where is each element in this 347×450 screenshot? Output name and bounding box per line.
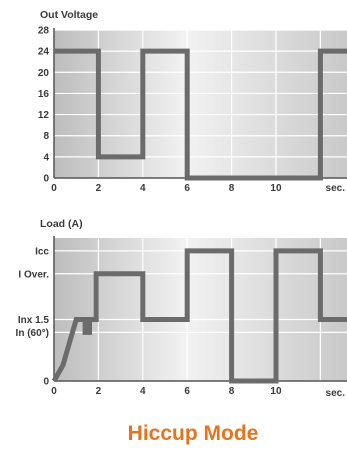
x-tick-label: 10 bbox=[270, 183, 282, 194]
y-tick-label: In (60°) bbox=[16, 328, 49, 339]
load-plot-area bbox=[54, 238, 347, 381]
y-tick-label: 0 bbox=[43, 377, 49, 388]
y-tick-label: 4 bbox=[43, 152, 49, 163]
load-x-unit: sec. bbox=[326, 388, 346, 399]
y-tick-label: 8 bbox=[43, 131, 49, 142]
out-voltage-plot-area bbox=[54, 30, 347, 178]
y-tick-label: 16 bbox=[38, 89, 50, 100]
x-tick-label: 0 bbox=[51, 183, 57, 194]
hiccup-mode-caption: Hiccup Mode bbox=[128, 422, 259, 445]
load-title: Load (A) bbox=[40, 218, 83, 230]
x-tick-label: 2 bbox=[96, 183, 102, 194]
y-tick-label: 20 bbox=[38, 68, 50, 79]
load-y-ticks: 0 In (60°) Inx 1.5 I Over. Icc bbox=[16, 246, 50, 387]
x-tick-label: 8 bbox=[229, 386, 235, 397]
load-x-ticks: 0 2 4 6 8 10 bbox=[51, 386, 282, 397]
y-tick-label: Icc bbox=[35, 246, 49, 257]
x-tick-label: 10 bbox=[270, 386, 282, 397]
out-voltage-title: Out Voltage bbox=[40, 9, 98, 21]
load-trace bbox=[51, 248, 347, 384]
out-voltage-trace bbox=[54, 48, 347, 181]
x-tick-label: 4 bbox=[140, 386, 146, 397]
load-chart: Load (A) 0 In (60°) Inx 1.5 I Over. Icc 0 2 4 6… bbox=[16, 218, 347, 399]
x-tick-label: 4 bbox=[140, 183, 146, 194]
out-voltage-y-ticks: 0 4 8 12 16 20 24 28 bbox=[38, 26, 50, 185]
y-tick-label: 0 bbox=[43, 174, 49, 185]
x-tick-label: 8 bbox=[229, 183, 235, 194]
y-tick-label: I Over. bbox=[18, 269, 49, 280]
x-tick-label: 6 bbox=[184, 183, 190, 194]
x-tick-label: 2 bbox=[96, 386, 102, 397]
y-tick-label: 28 bbox=[38, 26, 50, 37]
out-voltage-x-ticks: 0 2 4 6 8 10 bbox=[51, 183, 282, 194]
x-tick-label: 6 bbox=[184, 386, 190, 397]
y-tick-label: Inx 1.5 bbox=[18, 315, 50, 326]
y-tick-label: 24 bbox=[38, 47, 50, 58]
y-tick-label: 12 bbox=[38, 110, 50, 121]
out-voltage-x-unit: sec. bbox=[326, 183, 346, 194]
x-tick-label: 0 bbox=[51, 386, 57, 397]
